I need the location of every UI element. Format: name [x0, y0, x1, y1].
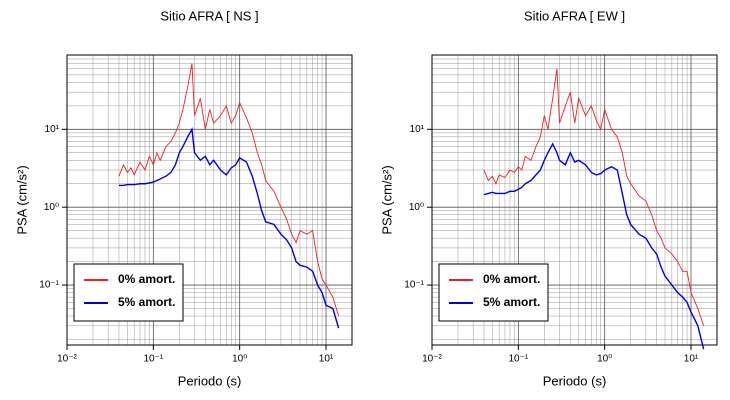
x-tick-label: 10¹ — [684, 354, 699, 365]
chart-title: Sitio AFRA [ NS ] — [160, 8, 258, 23]
y-tick-label: 10⁻¹ — [39, 280, 59, 291]
y-tick-label: 10⁰ — [409, 202, 424, 213]
plot-frame — [66, 54, 353, 346]
y-tick-label: 10⁰ — [44, 202, 59, 213]
x-tick-label: 10⁰ — [597, 354, 612, 365]
x-tick-label: 10⁻¹ — [508, 354, 528, 365]
legend-label: 0% amort. — [118, 272, 175, 286]
y-tick-label: 10¹ — [45, 124, 60, 135]
plot-frame — [431, 54, 718, 346]
x-tick-label: 10⁻² — [57, 354, 77, 365]
chart-title: Sitio AFRA [ EW ] — [524, 8, 625, 23]
legend-label: 0% amort. — [483, 272, 540, 286]
x-tick-label: 10⁰ — [232, 354, 247, 365]
y-tick-label: 10¹ — [410, 124, 425, 135]
x-axis-label: Periodo (s) — [178, 373, 242, 388]
series-line — [483, 68, 705, 326]
y-tick-label: 10⁻¹ — [404, 280, 424, 291]
x-axis-label: Periodo (s) — [543, 373, 607, 388]
legend-box — [73, 263, 184, 322]
y-axis-label: PSA (cm/s²) — [379, 165, 394, 234]
legend-label: 5% amort. — [483, 295, 540, 309]
x-tick-label: 10⁻² — [422, 354, 442, 365]
series-line — [118, 127, 340, 329]
x-tick-label: 10⁻¹ — [143, 354, 163, 365]
x-tick-label: 10¹ — [319, 354, 334, 365]
legend-label: 5% amort. — [118, 295, 175, 309]
legend-box — [438, 263, 549, 322]
series-line — [118, 63, 340, 317]
series-line — [483, 142, 705, 350]
y-axis-label: PSA (cm/s²) — [14, 165, 29, 234]
